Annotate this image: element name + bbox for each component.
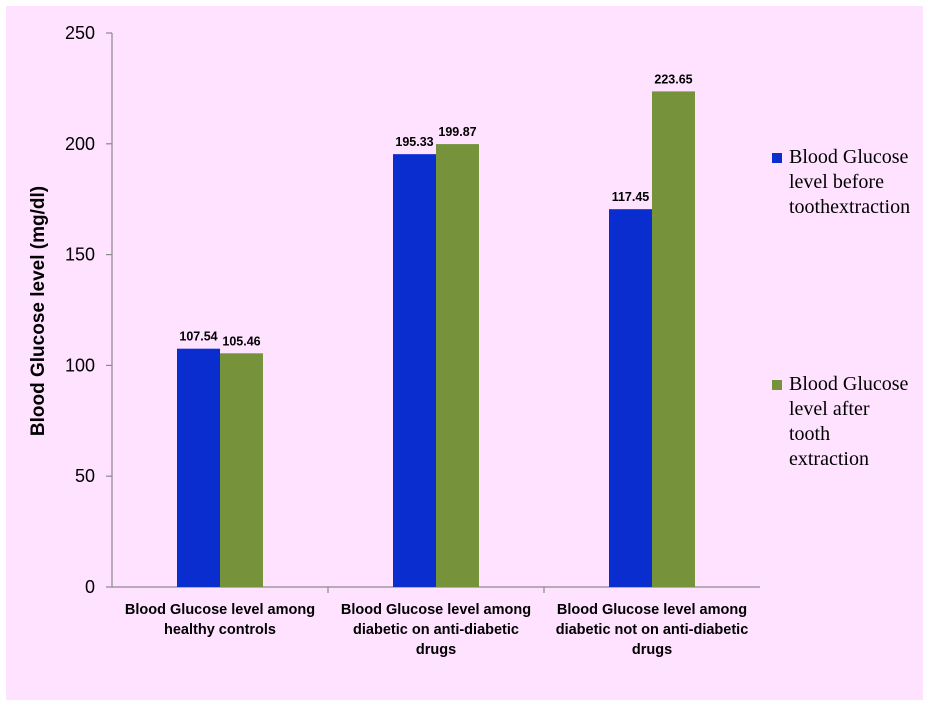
data-label: 199.87 [438,125,476,139]
category-label-line: Blood Glucose level among [557,602,747,618]
bar-before-3 [609,209,652,587]
legend-label-line: toothextraction [789,196,910,218]
category-label: Blood Glucose level among diabetic not on… [556,602,749,658]
data-label: 105.46 [222,334,260,348]
legend-label: Blood Glucose level before toothextraction [789,146,910,218]
category-label: Blood Glucose level among diabetic on ant… [341,602,531,658]
legend-label-line: level after [789,398,870,420]
category-label-line: healthy controls [164,622,276,638]
legend-label-line: level before [789,171,884,193]
axes: 0 50 100 150 200 250 [65,23,760,597]
bar-before-2 [393,154,436,587]
category-label: Blood Glucose level among healthy control… [125,602,315,638]
category-label-line: diabetic on anti-diabetic [353,622,519,638]
data-label: 195.33 [395,135,433,149]
legend-label: Blood Glucose level after tooth extraction [789,373,909,470]
y-tick-label: 100 [65,355,95,375]
y-tick-label: 150 [65,245,95,265]
bar-after-2 [436,144,479,587]
legend-label-line: Blood Glucose [789,146,909,168]
y-axis-title: Blood Glucose level (mg/dl) [28,186,49,436]
bar-after-1 [220,353,263,587]
legend-label-line: Blood Glucose [789,373,909,395]
bar-before-1 [177,348,220,587]
data-label: 107.54 [179,330,217,344]
legend-swatch [772,153,782,163]
data-label: 117.45 [612,190,650,204]
category-label-line: Blood Glucose level among [341,602,531,618]
legend-label-line: extraction [789,448,869,470]
category-label-line: drugs [416,642,456,658]
y-tick-label: 0 [85,577,95,597]
legend-swatch [772,380,782,390]
legend-label-line: tooth [789,423,830,445]
bar-after-3 [652,91,695,587]
bars [177,91,695,587]
legend: Blood Glucose level before toothextraction… [772,146,910,470]
labels: 107.54 105.46 Blood Glucose level among hea… [125,72,748,658]
category-label-line: diabetic not on anti-diabetic [556,622,749,638]
y-tick-label: 50 [75,466,95,486]
y-tick-label: 200 [65,134,95,154]
category-label-line: Blood Glucose level among [125,602,315,618]
y-tick-label: 250 [65,23,95,43]
data-label: 223.65 [654,72,692,86]
category-label-line: drugs [632,642,672,658]
